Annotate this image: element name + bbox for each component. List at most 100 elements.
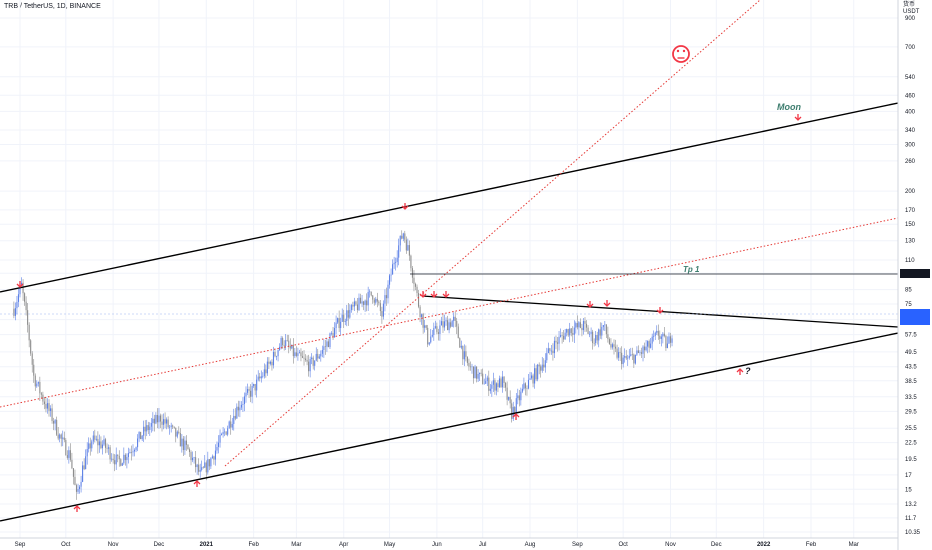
candle-body	[474, 366, 476, 379]
candle-body	[421, 313, 423, 317]
candle-body	[431, 334, 433, 337]
candle-body	[137, 438, 139, 448]
x-tick-label: Mar	[291, 542, 301, 548]
candle-body	[462, 345, 464, 360]
tp1-price-tag	[900, 269, 930, 278]
candle-body	[204, 462, 206, 468]
candle-body	[538, 364, 540, 367]
candle-body	[91, 441, 93, 449]
candle-body	[286, 340, 288, 341]
candle-body	[42, 394, 44, 402]
x-tick-label: Jun	[432, 542, 442, 548]
candle-body	[53, 420, 55, 424]
down-arrow-icon	[16, 281, 24, 288]
candle-body	[425, 325, 427, 328]
y-tick-label: 200	[905, 189, 916, 195]
candle-body	[416, 286, 418, 294]
candle-body	[520, 391, 522, 401]
candle-body	[622, 357, 624, 365]
candle-body	[221, 434, 223, 435]
arrow-head	[401, 205, 409, 210]
candle-body	[312, 357, 314, 366]
candle-body	[314, 360, 316, 366]
candle-body	[662, 333, 664, 337]
candle-body	[379, 303, 381, 312]
candle-body	[108, 447, 110, 449]
candle-body	[269, 361, 271, 364]
candle-body	[367, 292, 369, 306]
down-arrow-icon	[794, 114, 802, 121]
y-tick-label: 33.5	[905, 395, 917, 401]
candle-body	[13, 308, 15, 316]
down-arrow-icon	[419, 291, 427, 298]
x-tick-label: Sep	[15, 542, 26, 548]
candle-body	[57, 434, 59, 439]
candle-body	[274, 351, 276, 357]
candle-body	[508, 396, 510, 400]
candle-body	[17, 294, 20, 302]
candle-body	[242, 404, 244, 405]
candle-body	[51, 408, 53, 421]
candle-body	[563, 335, 565, 340]
candle-body	[214, 450, 217, 460]
candle-body	[436, 326, 438, 333]
candle-body	[298, 352, 300, 354]
candle-body	[323, 346, 325, 350]
candle-body	[130, 451, 133, 453]
candle-body	[454, 316, 456, 321]
candle-body	[263, 369, 265, 377]
arrow-head	[794, 116, 802, 121]
x-tick-label: Dec	[711, 542, 722, 548]
candle-body	[92, 435, 94, 442]
candle-body	[424, 325, 426, 328]
arrow-head	[512, 413, 520, 418]
up-arrow-icon	[193, 480, 201, 487]
y-tick-label: 540	[905, 75, 916, 81]
y-tick-label: 43.5	[905, 365, 917, 371]
candle-body	[236, 406, 238, 419]
candle-body	[170, 425, 172, 427]
candle-body	[621, 352, 623, 365]
candle-body	[560, 335, 562, 337]
candle-body	[207, 459, 209, 473]
candle-body	[257, 376, 259, 380]
candle-body	[320, 353, 322, 357]
candle-body	[659, 335, 661, 339]
candle-body	[579, 322, 581, 328]
up-arrow-icon	[512, 413, 520, 420]
candle-body	[453, 316, 455, 321]
candle-body	[589, 333, 591, 335]
candle-body	[94, 435, 96, 440]
candle-body	[283, 345, 285, 346]
candle-body	[509, 396, 511, 404]
y-tick-label: 29.5	[905, 409, 917, 415]
candle-body	[195, 457, 197, 468]
candle-body	[505, 382, 507, 388]
candle-body	[656, 330, 658, 333]
candle-body	[82, 465, 84, 482]
candle-body	[201, 467, 203, 470]
candle-body	[540, 366, 542, 371]
candle-body	[303, 357, 305, 359]
x-tick-label: Feb	[806, 542, 817, 548]
candle-body	[427, 327, 429, 345]
candle-body	[578, 322, 580, 328]
candle-body	[375, 298, 377, 303]
candle-body	[410, 255, 412, 269]
dotted-shallow-line	[0, 217, 898, 408]
candle-body	[211, 456, 213, 459]
candle-body	[161, 421, 163, 425]
candle-body	[399, 235, 401, 246]
candle-body	[138, 431, 140, 439]
candle-body	[259, 376, 261, 379]
up-arrow-icon	[736, 368, 744, 375]
candle-body	[224, 431, 226, 433]
candle-body	[361, 301, 363, 304]
candle-body	[393, 262, 395, 265]
candle-body	[324, 346, 326, 348]
candle-body	[309, 359, 311, 372]
candle-body	[501, 376, 504, 388]
candle-body	[587, 327, 589, 334]
